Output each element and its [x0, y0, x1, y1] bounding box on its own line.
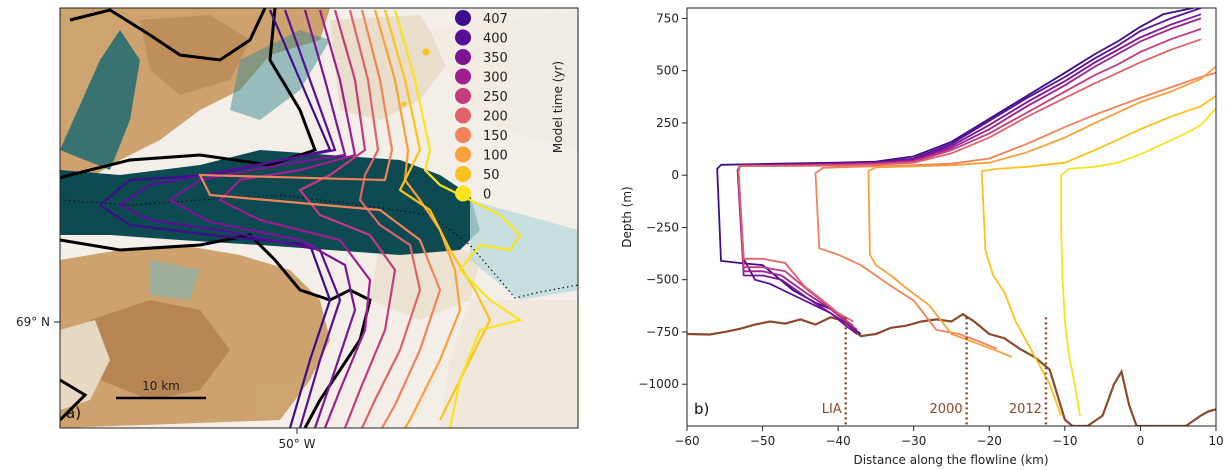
legend: 407 400 350 300 250 200 150 100 50 0	[455, 10, 508, 203]
plot-frame	[686, 7, 1217, 427]
x-tick-label: 10	[1208, 434, 1223, 448]
front-line-0	[393, 9, 523, 428]
legend-label-100: 100	[483, 149, 508, 164]
profile-line-200	[737, 38, 1202, 323]
annotation-layer	[844, 317, 1048, 426]
legend-swatch-100	[455, 146, 471, 163]
legend-swatch-407	[455, 10, 471, 26]
legend-swatch-350	[455, 49, 471, 65]
legend-swatch-200	[455, 107, 471, 124]
panel-b-label: b)	[694, 400, 709, 418]
profile-panel: 750 500 250 0 −250 −500 −750 −1000 −60 −50 −40 −30…	[620, 7, 1224, 467]
x-tick-label: −40	[825, 434, 850, 448]
legend-swatch-150	[455, 127, 471, 143]
bed-line	[687, 312, 1216, 426]
legend-swatch-250	[455, 88, 471, 104]
x-axis: −60 −50 −40 −30 −20 −10 0 10	[674, 426, 1224, 448]
front-line-400	[117, 9, 342, 428]
island-marker-2	[401, 101, 407, 107]
legend-label-250: 250	[483, 90, 508, 105]
x-tick-label: 0	[1137, 434, 1145, 448]
profile-line-0	[1060, 107, 1216, 416]
profile-line-350	[736, 13, 1202, 335]
front-lines	[98, 9, 523, 428]
profile-line-300	[737, 17, 1202, 331]
y-axis: 750 500 250 0 −250 −500 −750 −1000	[638, 11, 687, 391]
series-layer	[687, 8, 1216, 426]
x-tick-label: −20	[977, 434, 1002, 448]
front-line-407	[98, 9, 332, 428]
front-line-50	[383, 9, 492, 421]
x-tick-label: −60	[674, 434, 699, 448]
lon-label: 50° W	[279, 437, 316, 451]
terrain-layer	[60, 8, 578, 428]
legend-title: Model time (yr)	[551, 61, 565, 153]
profile-line-250	[737, 28, 1202, 327]
front-line-300	[218, 9, 372, 428]
y-tick-label: 250	[656, 116, 679, 130]
front-line-250	[298, 9, 397, 428]
legend-label-200: 200	[483, 110, 508, 125]
scale-bar-label: 10 km	[142, 379, 180, 393]
lat-label: 69° N	[16, 315, 50, 329]
marker-label-2012: 2012	[1009, 402, 1042, 417]
marker-label-LIA: LIA	[822, 402, 842, 417]
legend-label-400: 400	[483, 32, 508, 47]
legend-label-50: 50	[483, 168, 500, 183]
y-tick-label: −250	[646, 220, 679, 234]
y-tick-label: 0	[671, 168, 679, 182]
profile-line-150	[814, 71, 1216, 350]
coastline	[60, 8, 372, 428]
y-tick-label: −750	[646, 325, 679, 339]
legend-swatch-300	[455, 68, 471, 85]
map-panel: 10 km a) 69° N 50° W 407 400 350 300 250 200 1…	[16, 7, 579, 451]
profile-line-407	[716, 8, 1194, 321]
profile-line-50	[980, 95, 1216, 416]
flowline	[60, 194, 578, 299]
map-frame	[59, 7, 579, 429]
annotation-labels: LIA 2000 2012	[822, 402, 1042, 417]
x-axis-title: Distance along the flowline (km)	[853, 453, 1048, 467]
y-tick-label: −500	[646, 273, 679, 287]
legend-label-407: 407	[483, 12, 508, 27]
legend-swatch-400	[455, 29, 471, 46]
front-line-350	[167, 9, 357, 428]
y-tick-label: 750	[656, 11, 679, 25]
legend-label-150: 150	[483, 129, 508, 144]
front-line-150	[198, 9, 442, 428]
legend-swatch-0	[455, 185, 471, 202]
panel-a-label: a)	[66, 404, 81, 422]
legend-label-350: 350	[483, 51, 508, 66]
y-tick-label: −1000	[638, 377, 679, 391]
legend-label-0: 0	[483, 188, 491, 203]
legend-swatch-50	[455, 166, 471, 182]
y-tick-label: 500	[656, 64, 679, 78]
island-marker	[422, 48, 430, 56]
legend-label-300: 300	[483, 71, 508, 86]
y-axis-title: Depth (m)	[620, 186, 634, 247]
x-tick-label: −50	[750, 434, 775, 448]
marker-label-2000: 2000	[930, 402, 963, 417]
front-line-200	[348, 9, 422, 428]
profile-line-100	[867, 65, 1216, 358]
x-tick-label: −10	[1052, 434, 1077, 448]
x-tick-label: −30	[901, 434, 926, 448]
